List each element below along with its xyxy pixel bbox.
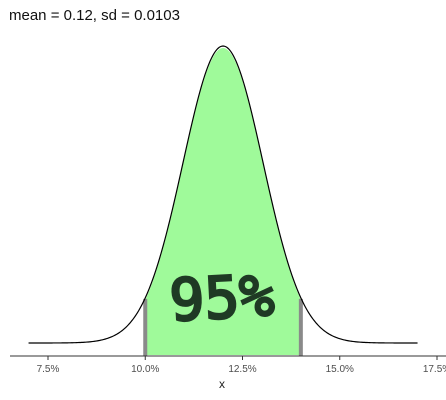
x-tick-label: 17.5%	[423, 364, 446, 375]
x-tick-label: 12.5%	[228, 364, 256, 375]
x-axis-title: x	[219, 377, 225, 391]
chart-title: mean = 0.12, sd = 0.0103	[9, 7, 180, 24]
plot-area: 95%	[28, 45, 418, 356]
x-tick-label: 7.5%	[37, 364, 60, 375]
percent-annotation: 95%	[168, 261, 276, 334]
x-axis-ticks: 7.5% 10.0% 12.5% 15.0% 17.5%	[37, 356, 446, 375]
x-tick-label: 15.0%	[326, 364, 354, 375]
density-curve	[28, 45, 418, 344]
x-tick-label: 10.0%	[131, 364, 159, 375]
shaded-region	[145, 48, 301, 355]
